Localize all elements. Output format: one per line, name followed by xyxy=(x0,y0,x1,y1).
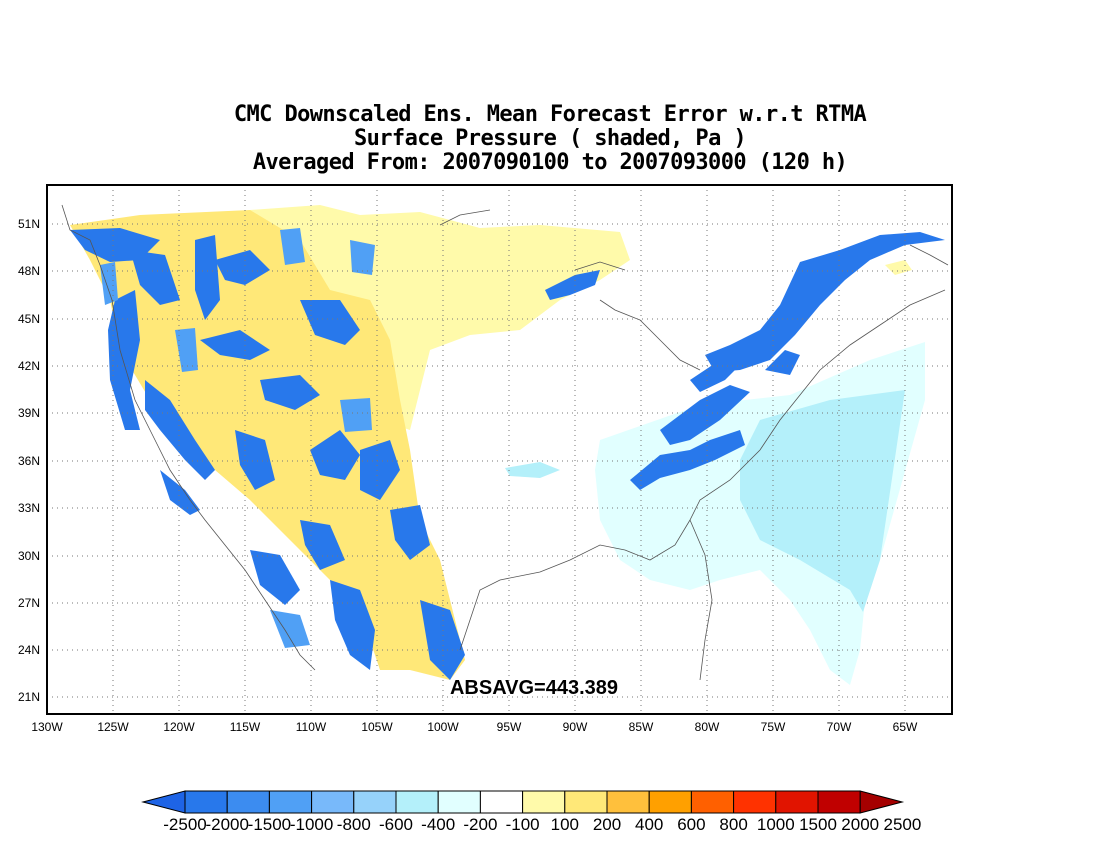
map-frame xyxy=(46,184,953,715)
colorbar-swatch xyxy=(733,790,777,814)
colorbar-label: 400 xyxy=(635,815,663,834)
lon-tick-label: 75W xyxy=(761,720,786,734)
colorbar-swatch xyxy=(690,790,735,814)
colorbar-label: 600 xyxy=(677,815,705,834)
grid-lines xyxy=(47,185,952,714)
colorbar xyxy=(141,790,905,814)
lon-tick-label: 65W xyxy=(893,720,918,734)
colorbar-labels: -2500-2000-1500-1000 -800 -600 -400 -200 -100… xyxy=(163,815,921,834)
colorbar-label: 200 xyxy=(593,815,621,834)
field-northeast-yellow xyxy=(885,260,912,275)
colorbar-swatch xyxy=(184,790,228,814)
colorbar-label: 2000 xyxy=(841,815,879,834)
colorbar-swatch xyxy=(437,790,481,814)
colorbar-label: -1500 xyxy=(248,815,291,834)
colorbar-label: -600 xyxy=(379,815,413,834)
lon-tick-label: 90W xyxy=(563,720,588,734)
lon-tick-label: 100W xyxy=(427,720,459,734)
colorbar-swatch xyxy=(311,790,355,814)
lon-tick-label: 130W xyxy=(31,720,63,734)
map-title-line-1: CMC Downscaled Ens. Mean Forecast Error … xyxy=(233,102,867,127)
field-atlantic xyxy=(740,390,905,612)
lat-tick-label: 51N xyxy=(18,217,40,231)
lat-tick-label: 24N xyxy=(18,643,40,657)
lat-tick-labels: 51N 48N 45N 42N 39N 36N 33N 30N 27N 24N … xyxy=(18,217,40,704)
colorbar-label: 2500 xyxy=(883,815,921,834)
map-title-line-2: Surface Pressure ( shaded, Pa ) xyxy=(354,126,747,151)
absavg-label: ABSAVG=443.389 xyxy=(450,677,618,699)
colorbar-label: -2000 xyxy=(205,815,248,834)
colorbar-label: 1000 xyxy=(757,815,795,834)
lon-tick-label: 80W xyxy=(695,720,720,734)
coastlines xyxy=(61,204,949,681)
field-north-yellow xyxy=(250,205,630,430)
colorbar-label: -2500 xyxy=(163,815,206,834)
field-appalachian-negative xyxy=(630,232,945,490)
lon-tick-label: 70W xyxy=(827,720,852,734)
lat-tick-label: 39N xyxy=(18,406,40,420)
colorbar-label: -400 xyxy=(421,815,455,834)
colorbar-arrow-low xyxy=(141,790,186,814)
field-great-lakes xyxy=(545,270,600,300)
colorbar-label: 800 xyxy=(719,815,747,834)
lat-tick-label: 21N xyxy=(18,690,40,704)
colorbar-label: 100 xyxy=(551,815,579,834)
lon-tick-label: 95W xyxy=(497,720,522,734)
lat-tick-label: 27N xyxy=(18,596,40,610)
lat-tick-label: 36N xyxy=(18,454,40,468)
colorbar-label: -1000 xyxy=(290,815,333,834)
lon-tick-label: 85W xyxy=(629,720,654,734)
lon-tick-label: 120W xyxy=(163,720,195,734)
colorbar-label: -100 xyxy=(506,815,540,834)
lon-tick-labels: 130W 125W 120W 115W 110W 105W 100W 95W 9… xyxy=(31,720,918,734)
lat-tick-label: 33N xyxy=(18,501,40,515)
lat-tick-label: 45N xyxy=(18,312,40,326)
lat-tick-label: 42N xyxy=(18,359,40,373)
colorbar-swatch xyxy=(648,790,692,814)
lon-tick-label: 105W xyxy=(361,720,393,734)
field-west-yellow xyxy=(70,210,465,680)
lon-tick-label: 110W xyxy=(296,720,327,734)
colorbar-swatch xyxy=(817,790,861,814)
lat-tick-label: 30N xyxy=(18,549,40,563)
lat-tick-label: 48N xyxy=(18,264,40,278)
colorbar-swatch xyxy=(395,790,439,814)
colorbar-swatch xyxy=(564,790,608,814)
field-plains-light xyxy=(505,462,560,478)
shaded-field xyxy=(70,205,945,685)
colorbar-swatch xyxy=(522,790,566,814)
colorbar-swatch xyxy=(606,790,650,814)
colorbar-swatch xyxy=(268,790,313,814)
map-title-line-3: Averaged From: 2007090100 to 2007093000 … xyxy=(252,150,848,175)
field-west-negative xyxy=(70,228,465,680)
colorbar-swatch xyxy=(226,790,270,814)
field-west-moderate xyxy=(100,228,375,648)
lon-tick-label: 115W xyxy=(230,720,261,734)
colorbar-swatch xyxy=(353,790,397,814)
colorbar-arrow-high xyxy=(859,790,905,814)
colorbar-label: 1500 xyxy=(799,815,837,834)
colorbar-label: -800 xyxy=(337,815,371,834)
lon-tick-label: 125W xyxy=(97,720,129,734)
colorbar-swatch xyxy=(479,790,524,814)
colorbar-label: -200 xyxy=(463,815,497,834)
colorbar-swatch xyxy=(775,790,819,814)
